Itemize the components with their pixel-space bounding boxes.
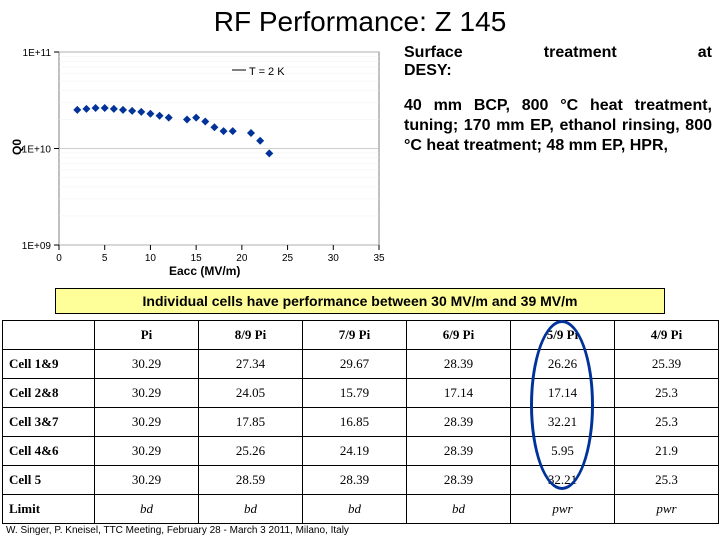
svg-text:5: 5: [102, 253, 108, 264]
table-header-cell: 7/9 Pi: [303, 321, 407, 350]
table-header-cell: 6/9 Pi: [407, 321, 511, 350]
table-cell: 5.95: [511, 437, 615, 466]
table-cell: 16.85: [303, 408, 407, 437]
table-header-cell: 5/9 Pi: [511, 321, 615, 350]
table-cell: 17.85: [199, 408, 303, 437]
table-header-cell: 8/9 Pi: [199, 321, 303, 350]
table-cell: 25.39: [615, 350, 719, 379]
table-cell: Limit: [3, 495, 95, 524]
table-cell: 28.39: [407, 437, 511, 466]
table-row: Cell 3&730.2917.8516.8528.3932.2125.3: [3, 408, 719, 437]
table-cell: 28.39: [407, 408, 511, 437]
svg-text:1E+10: 1E+10: [22, 145, 52, 156]
x-axis-label: Eacc (MV/m): [169, 264, 240, 278]
table-cell: 28.39: [303, 466, 407, 495]
y-axis-label: Q0: [10, 139, 24, 155]
table-cell: Cell 4&6: [3, 437, 95, 466]
side-word-1: Surface: [404, 44, 463, 62]
table-cell: 28.59: [199, 466, 303, 495]
svg-text:25: 25: [282, 253, 294, 264]
table-header-cell: [3, 321, 95, 350]
table-cell: 21.9: [615, 437, 719, 466]
table-cell: 32.21: [511, 466, 615, 495]
side-word-3: at: [698, 44, 712, 62]
table-cell: 24.19: [303, 437, 407, 466]
table-cell: Cell 5: [3, 466, 95, 495]
svg-text:35: 35: [373, 253, 385, 264]
yellow-highlight-bar: Individual cells have performance betwee…: [55, 288, 665, 314]
svg-text:0: 0: [56, 253, 62, 264]
page-title: RF Performance: Z 145: [0, 0, 720, 38]
table-cell: 29.67: [303, 350, 407, 379]
top-row: Q0 T = 2 K 1E+09 1E+10 1E+11 0 5 10 15 20 25 30 35…: [0, 40, 720, 280]
table-cell: 30.29: [95, 466, 199, 495]
table-cell: 30.29: [95, 350, 199, 379]
side-text-para2: 40 mm BCP, 800 °C heat treatment, tuning…: [404, 96, 712, 156]
footer-citation: W. Singer, P. Kneisel, TTC Meeting, Febr…: [6, 525, 349, 536]
table-row: Cell 4&630.2925.2624.1928.395.9521.9: [3, 437, 719, 466]
table-cell: pwr: [615, 495, 719, 524]
table-cell: 25.3: [615, 466, 719, 495]
svg-text:1E+09: 1E+09: [22, 241, 52, 252]
table-cell: Cell 3&7: [3, 408, 95, 437]
side-text: Surface treatment at DESY: 40 mm BCP, 80…: [394, 40, 720, 156]
side-text-line1: Surface treatment at: [404, 44, 712, 62]
table-cell: bd: [199, 495, 303, 524]
table-cell: bd: [95, 495, 199, 524]
table-cell: 30.29: [95, 437, 199, 466]
svg-text:15: 15: [191, 253, 203, 264]
q0-vs-eacc-chart: Q0 T = 2 K 1E+09 1E+10 1E+11 0 5 10 15 20 25 30 35…: [4, 40, 394, 280]
performance-table: Pi8/9 Pi7/9 Pi6/9 Pi5/9 Pi4/9 PiCell 1&9…: [2, 320, 719, 524]
svg-text:30: 30: [328, 253, 340, 264]
chart-temp-label: T = 2 K: [249, 66, 285, 78]
table-cell: 30.29: [95, 408, 199, 437]
table-cell: 25.26: [199, 437, 303, 466]
table-cell: bd: [303, 495, 407, 524]
table-cell: 17.14: [511, 379, 615, 408]
table-cell: 17.14: [407, 379, 511, 408]
x-axis-label-suffix: (MV/m): [197, 264, 240, 278]
table-cell: 25.3: [615, 408, 719, 437]
table-cell: 28.39: [407, 466, 511, 495]
table-cell: 32.21: [511, 408, 615, 437]
table-cell: 30.29: [95, 379, 199, 408]
table-cell: bd: [407, 495, 511, 524]
table-cell: Cell 1&9: [3, 350, 95, 379]
table-cell: 26.26: [511, 350, 615, 379]
svg-text:1E+11: 1E+11: [23, 48, 52, 59]
table-header-cell: Pi: [95, 321, 199, 350]
table-cell: 27.34: [199, 350, 303, 379]
svg-text:10: 10: [145, 253, 157, 264]
table-cell: pwr: [511, 495, 615, 524]
table-row: Limitbdbdbdbdpwrpwr: [3, 495, 719, 524]
table-cell: 25.3: [615, 379, 719, 408]
table-row: Cell 2&830.2924.0515.7917.1417.1425.3: [3, 379, 719, 408]
performance-table-wrap: Pi8/9 Pi7/9 Pi6/9 Pi5/9 Pi4/9 PiCell 1&9…: [2, 320, 718, 524]
table-cell: 28.39: [407, 350, 511, 379]
side-text-line2: DESY:: [404, 62, 712, 80]
chart-svg: 1E+09 1E+10 1E+11 0 5 10 15 20 25 30 35: [4, 40, 394, 280]
side-word-2: treatment: [544, 44, 617, 62]
table-row: Cell 530.2928.5928.3928.3932.2125.3: [3, 466, 719, 495]
table-cell: 15.79: [303, 379, 407, 408]
table-cell: 24.05: [199, 379, 303, 408]
x-axis-label-prefix: Eacc: [169, 264, 197, 278]
table-cell: Cell 2&8: [3, 379, 95, 408]
table-header-cell: 4/9 Pi: [615, 321, 719, 350]
svg-text:20: 20: [236, 253, 248, 264]
table-row: Cell 1&930.2927.3429.6728.3926.2625.39: [3, 350, 719, 379]
